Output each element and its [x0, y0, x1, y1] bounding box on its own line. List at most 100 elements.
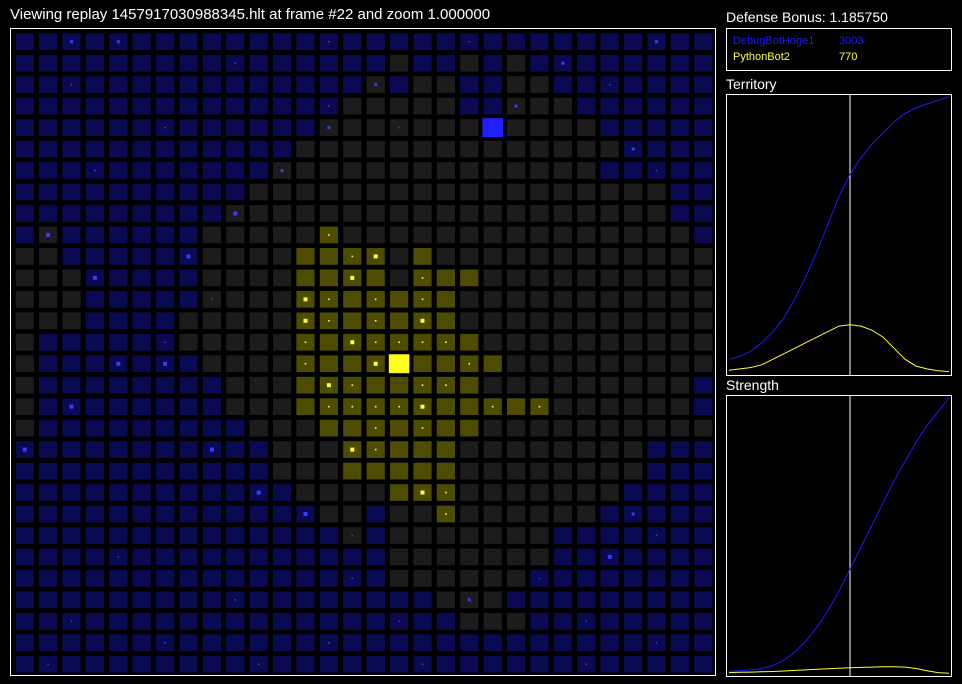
- board-cell-p1[interactable]: [366, 54, 385, 72]
- board-cell-p1[interactable]: [109, 312, 128, 330]
- board-cell-p1[interactable]: [296, 634, 315, 652]
- board-cell-p1[interactable]: [319, 591, 339, 609]
- board-cell-p2[interactable]: [436, 462, 456, 480]
- board-cell-neutral[interactable]: [623, 226, 643, 244]
- board-cell-neutral[interactable]: [506, 333, 526, 351]
- board-cell-neutral[interactable]: [623, 269, 643, 287]
- board-cell-p1[interactable]: [272, 612, 292, 630]
- board-cell-p1[interactable]: [62, 119, 81, 136]
- board-cell-p1[interactable]: [389, 591, 409, 609]
- board-cell-p1[interactable]: [62, 226, 81, 244]
- board-cell-p1[interactable]: [155, 312, 175, 330]
- board-cell-p1[interactable]: [109, 205, 128, 222]
- board-cell-neutral[interactable]: [272, 355, 292, 373]
- board-cell-p1[interactable]: [109, 76, 128, 94]
- board-cell-p1[interactable]: [272, 527, 292, 544]
- board-cell-neutral[interactable]: [15, 355, 34, 373]
- board-cell-p2[interactable]: [413, 248, 432, 265]
- board-cell-neutral[interactable]: [319, 484, 339, 501]
- board-cell-neutral[interactable]: [436, 97, 456, 115]
- board-cell-neutral[interactable]: [460, 54, 479, 72]
- board-cell-neutral[interactable]: [296, 419, 315, 437]
- board-cell-neutral[interactable]: [413, 570, 432, 587]
- board-cell-p1[interactable]: [249, 612, 268, 630]
- board-cell-p1[interactable]: [623, 655, 643, 673]
- board-grid[interactable]: [13, 31, 715, 675]
- board-cell-p1[interactable]: [249, 462, 268, 480]
- board-cell-p1[interactable]: [249, 441, 268, 458]
- board-cell-p1[interactable]: [38, 398, 58, 416]
- board-cell-p1[interactable]: [226, 97, 245, 115]
- board-cell-neutral[interactable]: [647, 269, 666, 287]
- board-cell-neutral[interactable]: [272, 376, 292, 394]
- board-cell-neutral[interactable]: [343, 97, 362, 115]
- board-cell-p1[interactable]: [15, 570, 34, 587]
- board-cell-p1[interactable]: [38, 54, 58, 72]
- board-cell-p2[interactable]: [389, 290, 409, 308]
- board-cell-p1[interactable]: [226, 119, 245, 136]
- board-cell-p1[interactable]: [62, 419, 81, 437]
- board-cell-neutral[interactable]: [670, 333, 690, 351]
- board-cell-p1[interactable]: [226, 634, 245, 652]
- board-cell-p1[interactable]: [647, 570, 666, 587]
- board-cell-neutral[interactable]: [226, 290, 245, 308]
- board-cell-p2[interactable]: [506, 398, 526, 416]
- board-cell-p1[interactable]: [670, 441, 690, 458]
- board-cell-neutral[interactable]: [389, 140, 409, 158]
- board-cell-p1[interactable]: [38, 612, 58, 630]
- board-cell-neutral[interactable]: [483, 527, 502, 544]
- board-cell-neutral[interactable]: [553, 462, 573, 480]
- board-cell-p1[interactable]: [38, 527, 58, 544]
- board-cell-neutral[interactable]: [319, 462, 339, 480]
- board-cell-neutral[interactable]: [202, 269, 222, 287]
- board-cell-neutral[interactable]: [226, 226, 245, 244]
- board-cell-p1[interactable]: [577, 570, 596, 587]
- board-cell-neutral[interactable]: [600, 312, 619, 330]
- board-cell-p2[interactable]: [319, 355, 339, 373]
- board-cell-p1[interactable]: [155, 591, 175, 609]
- board-cell-neutral[interactable]: [623, 376, 643, 394]
- board-cell-p1[interactable]: [343, 33, 362, 51]
- board-cell-p1[interactable]: [155, 76, 175, 94]
- board-cell-p1[interactable]: [109, 140, 128, 158]
- board-cell-p1[interactable]: [62, 591, 81, 609]
- board-cell-neutral[interactable]: [530, 290, 549, 308]
- board-cell-p1[interactable]: [553, 570, 573, 587]
- board-cell-neutral[interactable]: [389, 505, 409, 523]
- board-cell-p1[interactable]: [389, 655, 409, 673]
- board-cell-p1[interactable]: [272, 570, 292, 587]
- board-cell-neutral[interactable]: [647, 290, 666, 308]
- board-cell-neutral[interactable]: [249, 333, 268, 351]
- board-cell-p1[interactable]: [600, 634, 619, 652]
- board-cell-neutral[interactable]: [553, 269, 573, 287]
- board-cell-p1[interactable]: [15, 634, 34, 652]
- board-cell-p1[interactable]: [296, 119, 315, 136]
- board-cell-p1[interactable]: [132, 527, 151, 544]
- board-cell-neutral[interactable]: [553, 441, 573, 458]
- board-cell-p1[interactable]: [132, 140, 151, 158]
- board-cell-neutral[interactable]: [296, 205, 315, 222]
- board-cell-neutral[interactable]: [413, 226, 432, 244]
- board-cell-p1[interactable]: [132, 505, 151, 523]
- board-cell-p1[interactable]: [319, 54, 339, 72]
- board-cell-p1[interactable]: [132, 97, 151, 115]
- board-cell-p1[interactable]: [319, 527, 339, 544]
- board-cell-neutral[interactable]: [272, 269, 292, 287]
- board-cell-p1[interactable]: [155, 505, 175, 523]
- board-cell-neutral[interactable]: [506, 570, 526, 587]
- board-cell-p1[interactable]: [85, 527, 105, 544]
- board-cell-neutral[interactable]: [366, 97, 385, 115]
- board-cell-p1[interactable]: [62, 248, 81, 265]
- board-cell-neutral[interactable]: [506, 140, 526, 158]
- board-cell-neutral[interactable]: [670, 248, 690, 265]
- board-cell-p1[interactable]: [202, 527, 222, 544]
- board-cell-p1[interactable]: [272, 54, 292, 72]
- board-cell-neutral[interactable]: [413, 505, 432, 523]
- board-cell-neutral[interactable]: [483, 269, 502, 287]
- board-cell-p1[interactable]: [600, 97, 619, 115]
- board-cell-neutral[interactable]: [506, 119, 526, 136]
- board-cell-p1[interactable]: [694, 183, 713, 201]
- territory-graph[interactable]: [726, 94, 952, 376]
- board-cell-p1[interactable]: [179, 398, 198, 416]
- board-cell-p1[interactable]: [179, 591, 198, 609]
